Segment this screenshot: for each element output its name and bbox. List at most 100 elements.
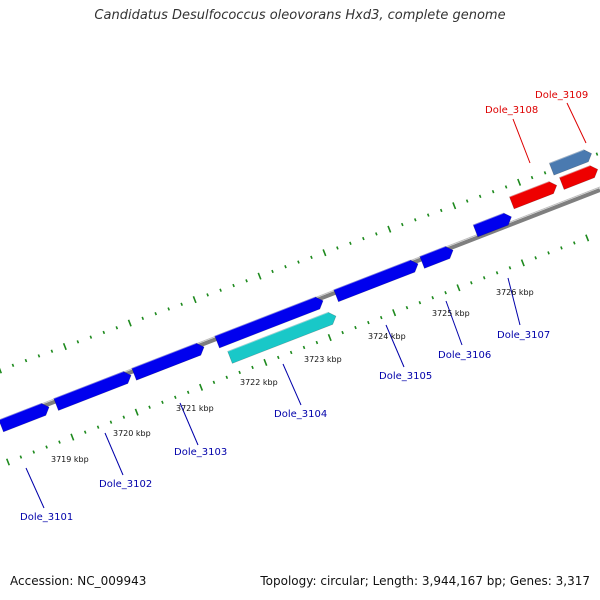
map-title: Candidatus Desulfococcus oleovorans Hxd3…	[94, 8, 506, 23]
minor-tick	[115, 326, 119, 330]
gene-arrow-upper-edge	[548, 149, 584, 164]
minor-tick	[413, 218, 417, 222]
gene-arrow-dole-3109	[559, 165, 599, 190]
genome-stats-text: Topology: circular; Length: 3,944,167 bp…	[260, 574, 590, 588]
minor-tick	[251, 365, 254, 370]
gene-label: Dole_3102	[99, 479, 152, 490]
gene-arrow-dole-3103-edge	[131, 342, 197, 369]
minor-tick	[491, 189, 495, 194]
minor-tick	[310, 255, 313, 260]
minor-tick	[426, 213, 430, 217]
minor-tick	[212, 380, 216, 385]
tick-label: 3719 kbp	[51, 455, 89, 464]
minor-tick	[32, 450, 36, 454]
minor-tick	[58, 440, 61, 444]
minor-tick	[478, 194, 482, 199]
minor-tick	[232, 283, 235, 288]
minor-tick	[37, 354, 41, 358]
minor-tick	[206, 293, 209, 297]
minor-tick	[379, 315, 383, 320]
minor-tick	[482, 276, 486, 280]
gene-leader-line	[282, 363, 302, 406]
minor-tick	[375, 232, 378, 236]
minor-tick	[302, 345, 306, 350]
major-tick	[452, 202, 457, 210]
minor-tick	[154, 311, 158, 316]
minor-tick	[76, 340, 80, 344]
minor-tick	[225, 375, 229, 380]
gene-label: Dole_3107	[497, 330, 550, 341]
accession-text: Accession: NC_009943	[10, 574, 147, 588]
minor-tick	[508, 266, 512, 270]
gene-leader-line	[512, 118, 531, 164]
major-tick	[70, 433, 75, 441]
minor-tick	[102, 330, 106, 335]
minor-tick	[50, 349, 54, 353]
gene-arrow-dole-3104	[214, 296, 324, 349]
minor-tick	[439, 208, 443, 213]
minor-tick	[543, 171, 547, 175]
gene-leader-line	[507, 277, 521, 326]
minor-tick	[341, 330, 344, 335]
minor-tick	[141, 316, 145, 321]
major-tick	[456, 284, 461, 292]
gene-label: Dole_3103	[174, 447, 227, 458]
gene-leader-line	[179, 402, 199, 446]
gene-arrow-upper	[548, 149, 592, 176]
gene-label-layer: Dole_3101 Dole_3102 Dole_3103 Dole_3104 Dole…	[20, 90, 588, 523]
minor-tick	[444, 291, 447, 295]
minor-tick	[289, 350, 293, 355]
major-tick	[263, 358, 268, 366]
gene-label: Dole_3109	[535, 90, 588, 101]
gene-leader-line	[445, 300, 463, 346]
minor-tick	[122, 415, 126, 419]
minor-tick	[96, 425, 100, 429]
minor-tick	[349, 241, 352, 245]
gene-arrow-dole-3109-edge	[559, 164, 591, 178]
minor-tick	[336, 246, 339, 250]
minor-tick	[495, 271, 499, 275]
major-tick	[134, 408, 139, 416]
gene-arrow-dole-3101	[0, 402, 50, 433]
gene-arrow-dole-3105-edge	[333, 259, 411, 291]
minor-tick	[276, 355, 280, 360]
gene-arrow-dole-3104-highlight-edge	[227, 311, 329, 352]
major-tick	[327, 333, 332, 342]
minor-tick	[367, 320, 370, 325]
minor-tick	[401, 222, 404, 227]
gene-arrow-dole-3103	[131, 342, 205, 381]
gene-arrow-dole-3104-highlight	[227, 311, 337, 364]
gene-leader-line	[385, 324, 405, 368]
minor-tick	[465, 199, 469, 203]
minor-tick	[83, 430, 87, 434]
minor-tick	[354, 325, 357, 330]
minor-tick	[109, 420, 113, 424]
gene-features	[0, 149, 599, 433]
gene-leader-line	[566, 102, 587, 144]
tick-label: 3723 kbp	[304, 355, 342, 364]
minor-tick	[595, 152, 599, 156]
minor-tick	[405, 305, 409, 310]
gene-arrow-dole-3106-edge	[419, 245, 446, 257]
minor-tick	[297, 260, 300, 264]
major-tick	[192, 296, 197, 304]
minor-tick	[148, 405, 151, 409]
minor-tick	[504, 185, 508, 189]
gene-label: Dole_3105	[379, 371, 432, 382]
gene-arrow-dole-3106	[419, 246, 454, 269]
tick-label: 3724 kbp	[368, 332, 406, 341]
minor-tick	[284, 265, 287, 269]
minor-tick	[167, 307, 170, 311]
major-tick	[322, 249, 327, 257]
gene-leader-line	[104, 432, 124, 476]
gene-arrow-dole-3105	[333, 259, 419, 303]
minor-tick	[573, 241, 576, 245]
minor-tick	[89, 335, 93, 339]
major-tick	[62, 342, 67, 351]
minor-tick	[534, 256, 537, 260]
minor-tick	[174, 395, 177, 399]
gene-arrow-dole-3101-edge	[0, 402, 42, 420]
minor-tick	[470, 281, 473, 285]
gene-arrow-dole-3102	[53, 371, 132, 411]
